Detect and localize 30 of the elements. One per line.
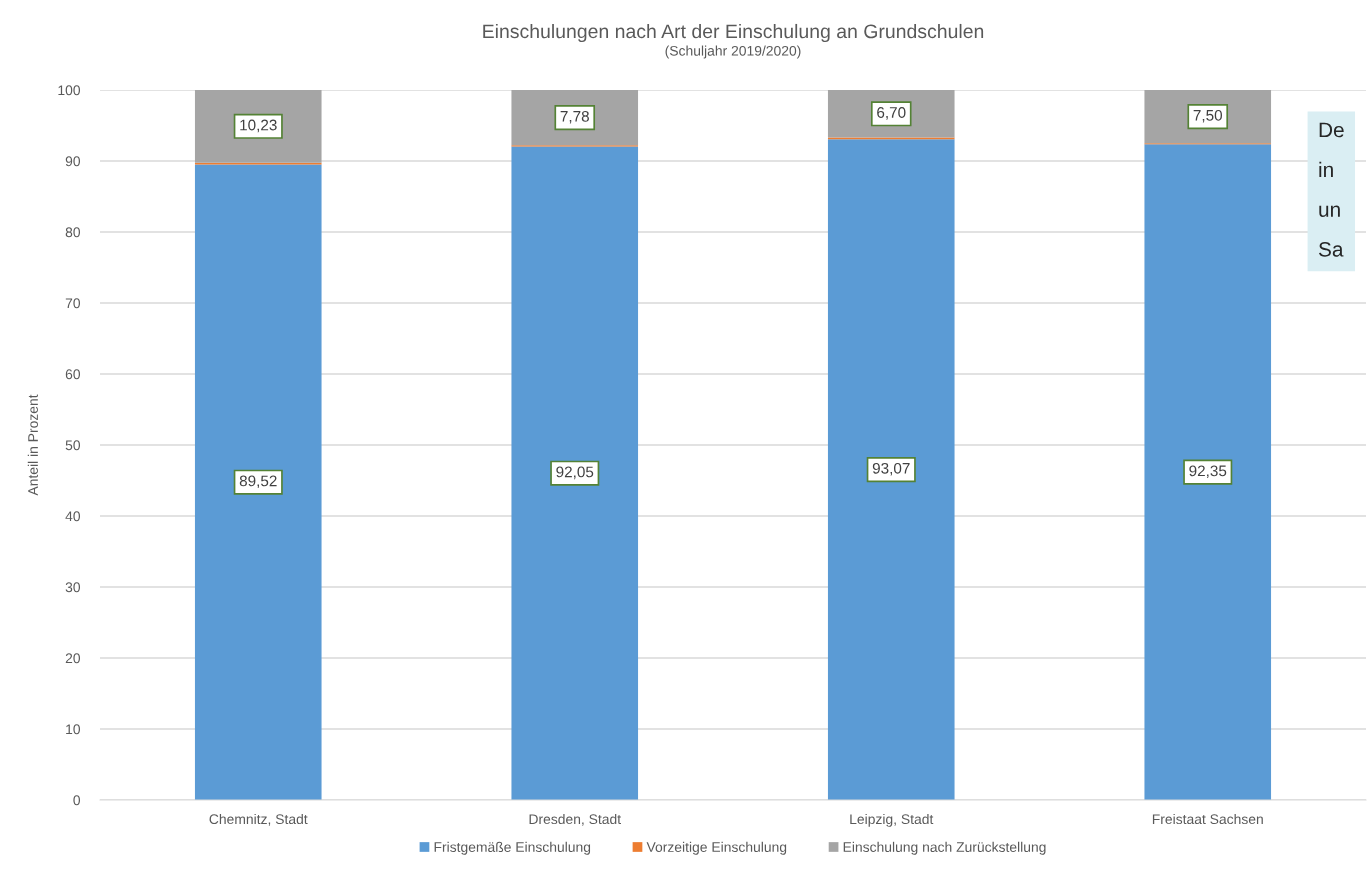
data-label: 92,05 (556, 466, 594, 480)
y-tick-label: 100 (58, 85, 81, 96)
y-axis-title: Anteil in Prozent (27, 394, 38, 496)
x-tick-label: Leipzig, Stadt (850, 813, 934, 827)
data-label: 10,23 (240, 119, 277, 133)
data-label: 92,35 (1189, 465, 1227, 479)
data-label: 93,07 (872, 462, 910, 476)
y-tick-label: 20 (65, 653, 81, 664)
chart-title: Einschulungen nach Art der Einschulung an Grundschulen (483, 23, 984, 43)
text: De in un Sa (1318, 122, 1344, 257)
y-tick-label: 10 (66, 724, 81, 735)
data-label: 7,50 (1193, 109, 1223, 123)
chart-subtitle: (Schuljahr 2019/2020) (665, 45, 801, 59)
y-tick-label: 70 (65, 298, 81, 309)
data-label: 6,70 (877, 107, 906, 120)
y-tick-label: 60 (65, 369, 81, 380)
x-tick-label: Dresden, Stadt (529, 813, 621, 826)
y-tick-label: 0 (73, 795, 81, 806)
x-tick-label: Freistaat Sachsen (1152, 813, 1263, 825)
data-label: 89,52 (239, 475, 277, 489)
y-tick-label: 40 (65, 511, 81, 522)
y-tick-label: 80 (65, 227, 81, 238)
legend-label: Fristgemäße Einschulung (434, 841, 591, 855)
y-tick-label: 90 (65, 156, 81, 167)
y-tick-label: 30 (65, 582, 81, 593)
legend-label: Einschulung nach Zurückstellung (843, 841, 1046, 855)
data-label: 7,78 (560, 110, 589, 124)
x-tick-label: Chemnitz, Stadt (209, 813, 308, 826)
y-tick-label: 50 (65, 440, 81, 451)
legend-label: Vorzeitige Einschulung (646, 841, 787, 855)
